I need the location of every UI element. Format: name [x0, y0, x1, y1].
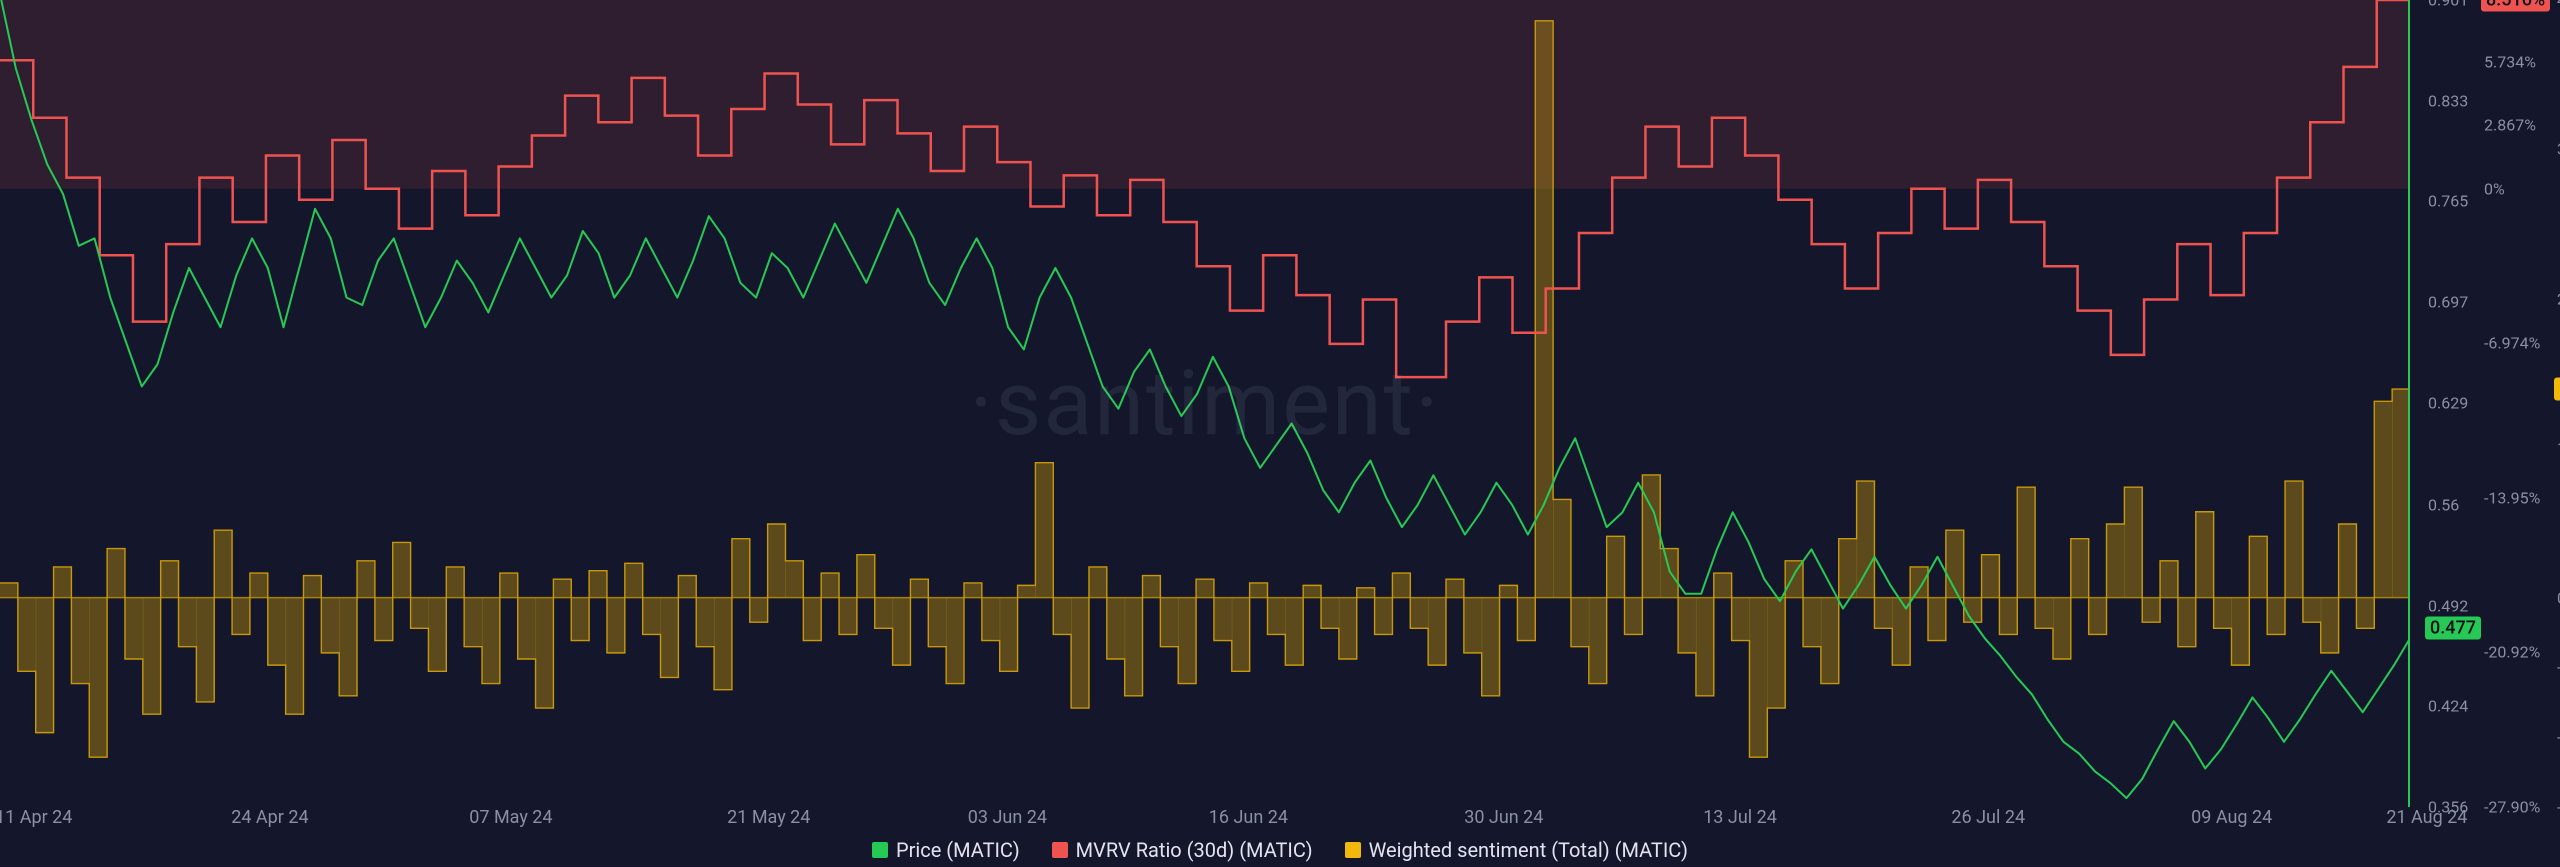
x-tick-label: 21 Aug 24 [2386, 807, 2467, 828]
axis-tick-label: 2.867% [2484, 116, 2536, 135]
axis-tick-label: 0.492 [2428, 596, 2468, 615]
x-axis: 11 Apr 24 24 Apr 24 07 May 24 21 May 24 03 J… [0, 807, 2410, 829]
axis-tick-label: 0% [2484, 179, 2505, 198]
legend-label: Weighted sentiment (Total) (MATIC) [1369, 838, 1688, 862]
axis-tick-label: 5.734% [2484, 52, 2536, 71]
x-tick-label: 03 Jun 24 [968, 807, 1047, 828]
axis-tick-label: 0.833 [2428, 91, 2468, 110]
legend-item[interactable]: MVRV Ratio (30d) (MATIC) [1052, 838, 1313, 862]
x-tick-label: 09 Aug 24 [2191, 807, 2272, 828]
legend-swatch [1345, 842, 1361, 858]
x-tick-label: 26 Jul 24 [1951, 807, 2025, 828]
axis-tick-label: -13.95% [2484, 488, 2540, 507]
x-tick-label: 07 May 24 [469, 807, 552, 828]
y-axis-mvrv: 5.734%2.867%0%-6.974%-13.95%-20.92%-27.9… [2484, 0, 2550, 807]
plot-svg[interactable] [0, 0, 2410, 807]
axis-tick-label: -6.974% [2484, 334, 2540, 353]
legend-item[interactable]: Weighted sentiment (Total) (MATIC) [1345, 838, 1688, 862]
axis-tick-label: 0.765 [2428, 192, 2468, 211]
axis-tick-label: 0.56 [2428, 495, 2459, 514]
axis-tick-label: 0.424 [2428, 697, 2468, 716]
x-tick-label: 16 Jun 24 [1209, 807, 1288, 828]
x-tick-label: 11 Apr 24 [0, 807, 72, 828]
axis-tick-label: 0.697 [2428, 293, 2468, 312]
axis-current-badge: 0.477 [2425, 616, 2481, 639]
axis-tick-label: -20.92% [2484, 643, 2540, 662]
axis-tick-label: 0.901 [2428, 0, 2468, 10]
x-tick-label: 13 Jul 24 [1703, 807, 1777, 828]
axis-tick-label: -27.90% [2484, 798, 2540, 817]
legend-swatch [1052, 842, 1068, 858]
legend-item[interactable]: Price (MATIC) [872, 838, 1020, 862]
legend-label: Price (MATIC) [896, 838, 1020, 862]
legend: Price (MATIC) MVRV Ratio (30d) (MATIC) Wei… [0, 838, 2560, 863]
y-axis-price: 0.901 0.833 0.765 0.697 0.629 0.56 0.492 0.424 0… [2428, 0, 2478, 807]
axis-current-badge: 8.516% [2481, 0, 2550, 12]
legend-swatch [872, 842, 888, 858]
x-tick-label: 30 Jun 24 [1464, 807, 1543, 828]
legend-label: MVRV Ratio (30d) (MATIC) [1076, 838, 1313, 862]
x-tick-label: 24 Apr 24 [231, 807, 308, 828]
x-tick-label: 21 May 24 [727, 807, 810, 828]
axis-tick-label: 0.629 [2428, 393, 2468, 412]
chart-root: { "layout": { "width": 2560, "height": 8… [0, 0, 2560, 867]
axis-current-badge: 1.7 [2554, 378, 2560, 401]
